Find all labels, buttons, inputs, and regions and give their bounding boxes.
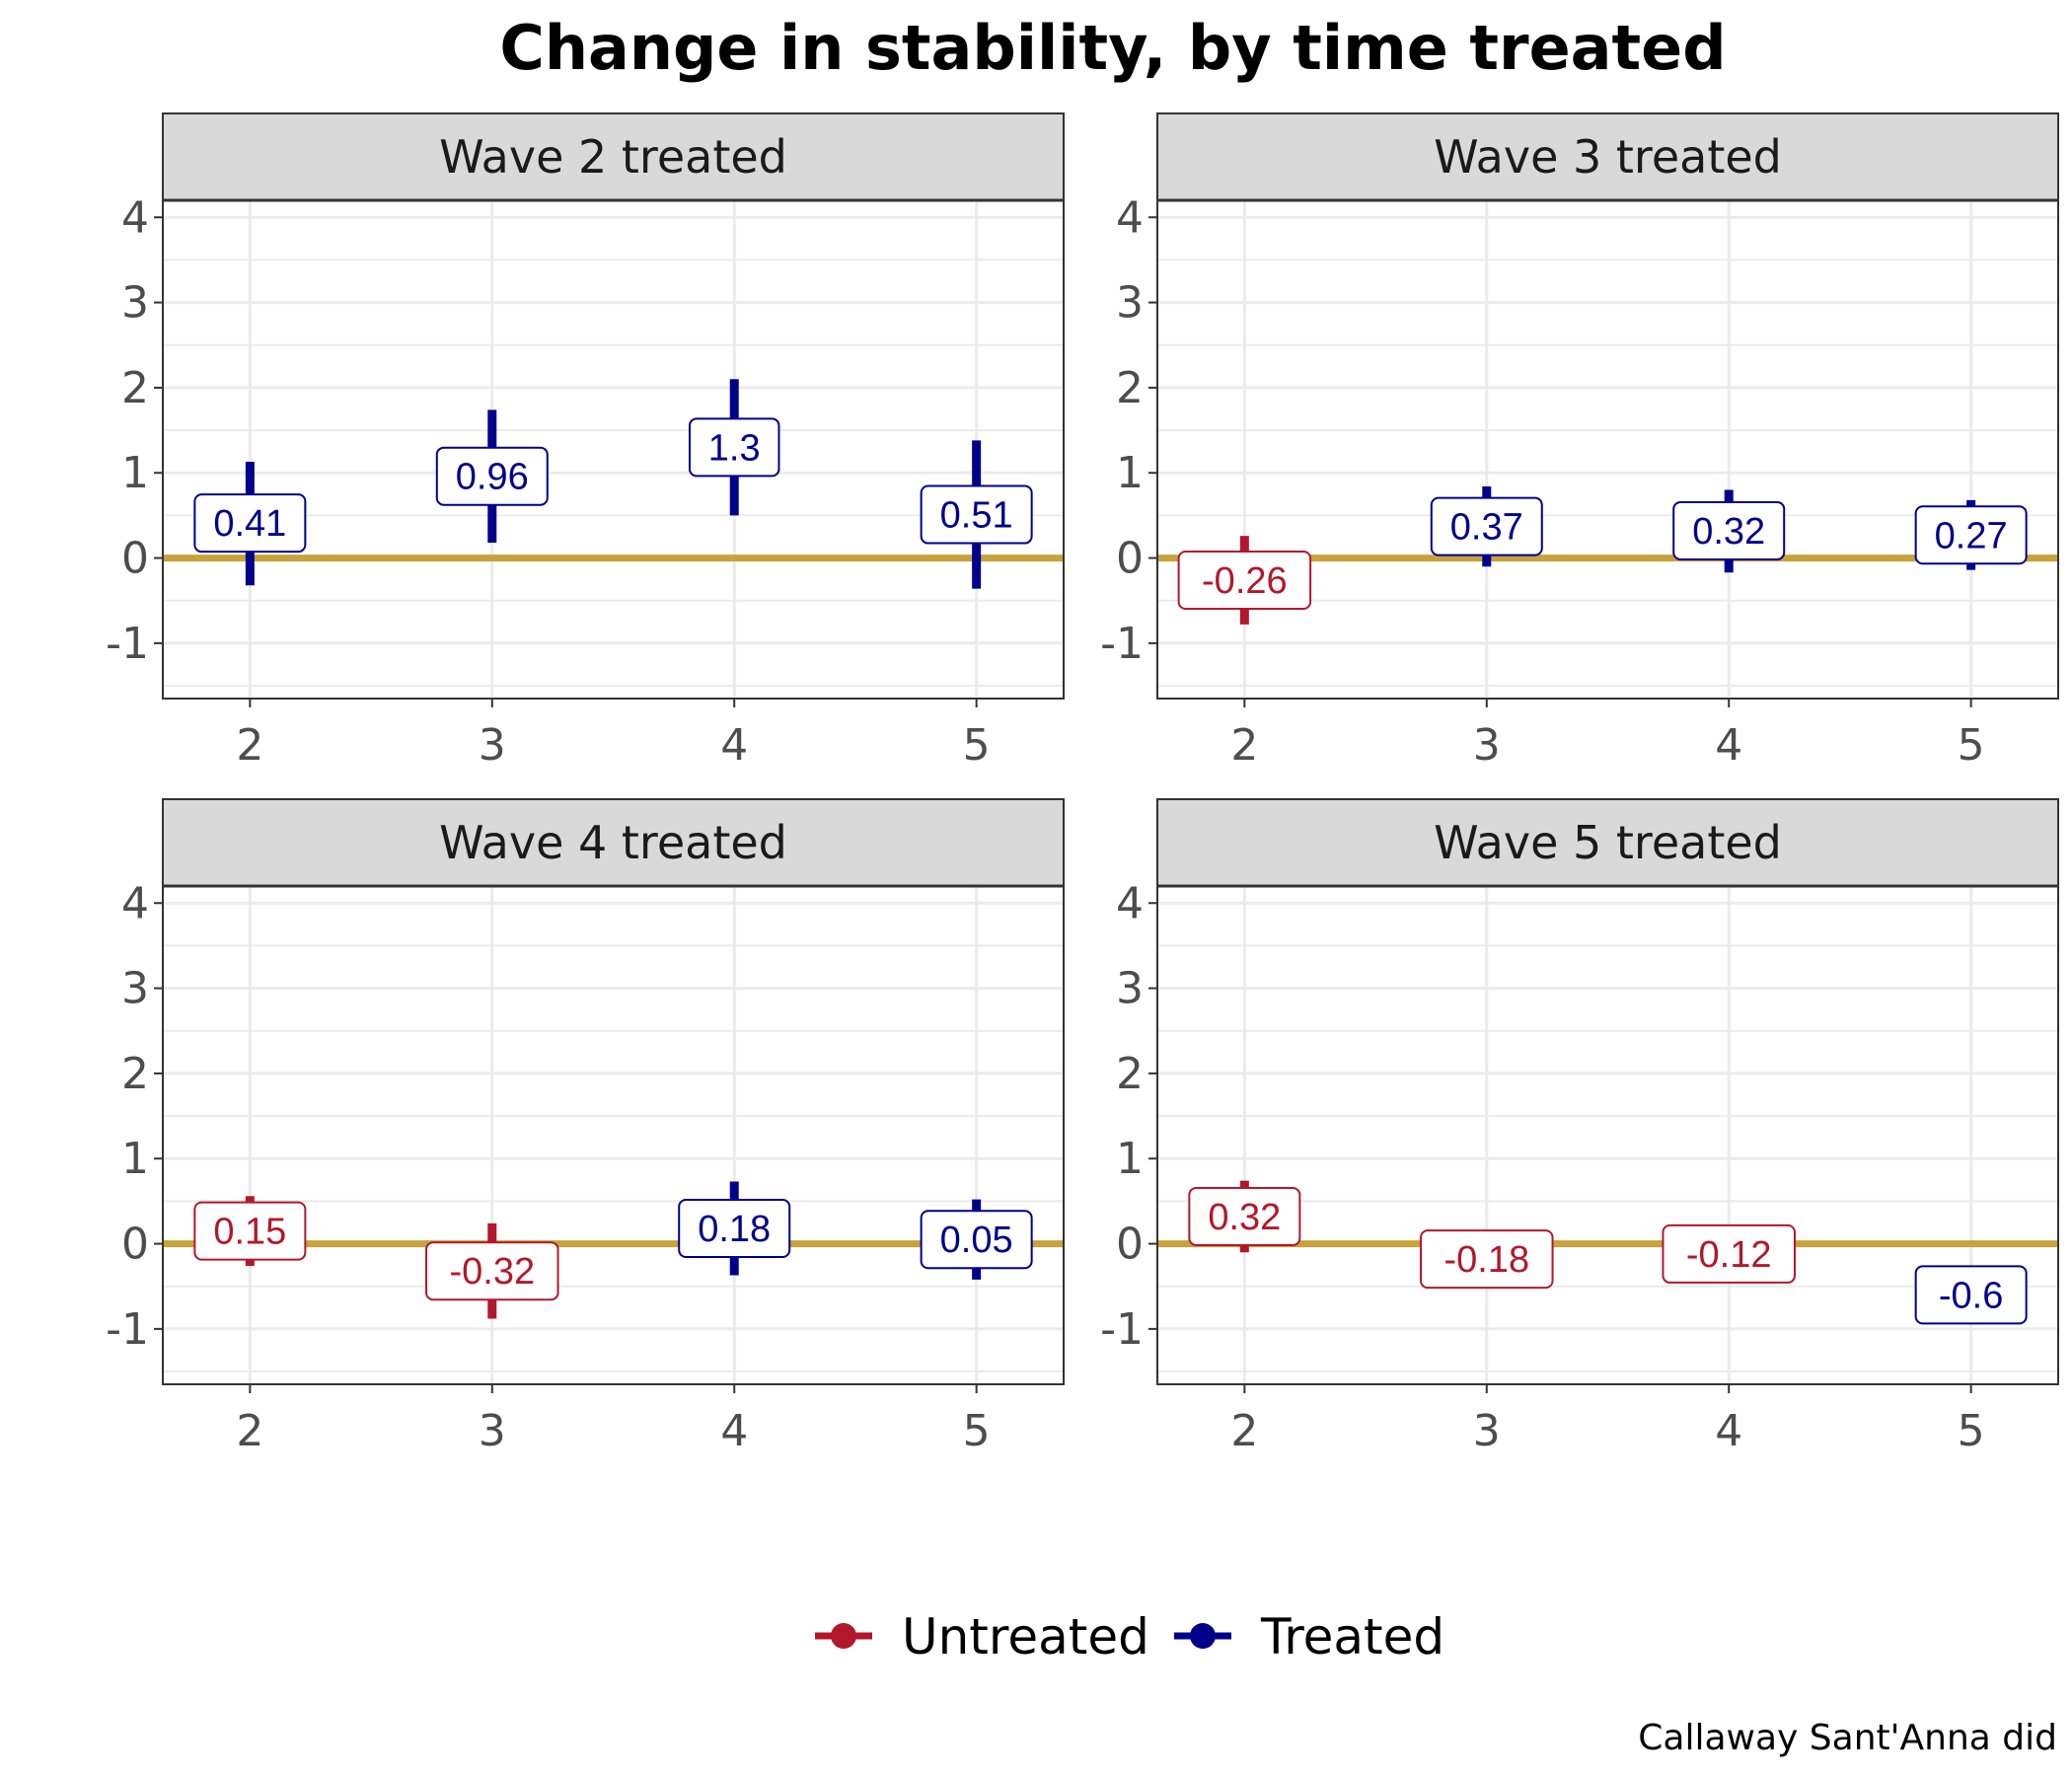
y-tick-label: -1 [106,619,149,669]
data-label: 0.27 [1935,515,2008,556]
panel-background [163,886,1064,1384]
data-label-box [435,446,549,506]
strip-background [1156,112,2059,201]
y-tick-label: 4 [121,192,149,243]
legend: Untreated Treated [815,1608,1444,1665]
panel-background [1157,886,2058,1384]
legend-key-dot [831,1623,856,1649]
data-label-box [1188,1186,1301,1246]
x-tick-label: 2 [236,720,263,771]
data-label-box [1420,1229,1554,1290]
y-tick-label: 1 [1116,1134,1144,1184]
y-tick-label: 0 [1116,1220,1144,1270]
strip-label: Wave 4 treated [439,816,787,869]
x-tick-label: 5 [1958,1406,1985,1456]
data-label-box [1914,1265,2028,1325]
y-tick-label: 1 [121,448,149,498]
data-label-box [193,493,307,554]
data-label: 0.15 [213,1212,286,1253]
data-label: 0.37 [1450,507,1523,549]
x-tick-label: 5 [963,720,991,771]
data-label: -0.26 [1202,560,1288,602]
y-tick-label: 3 [1116,278,1144,329]
data-label-box [920,1210,1033,1270]
y-tick-label: 4 [1116,878,1144,928]
strip-label: Wave 3 treated [1434,130,1782,184]
data-label: 0.51 [940,495,1013,537]
y-tick-label: 2 [121,1049,149,1099]
data-label: 0.05 [940,1220,1013,1261]
legend-label: Treated [1260,1608,1444,1665]
data-label: -0.12 [1686,1234,1772,1276]
data-label: -0.6 [1939,1275,2003,1316]
data-label-box [920,484,1033,545]
data-label-box [688,417,780,478]
y-tick-label: 0 [121,534,149,584]
data-label: -0.32 [449,1251,535,1293]
y-tick-label: 1 [121,1134,149,1184]
data-label-box [1662,1223,1796,1284]
y-tick-label: 4 [1116,192,1144,243]
panel-background [163,200,1064,699]
chart-caption: Callaway Sant'Anna did [1638,1718,2057,1758]
y-tick-label: 2 [1116,1049,1144,1099]
y-tick-label: 3 [121,278,149,329]
panel-background [1157,200,2058,699]
x-tick-label: 2 [1230,1406,1258,1456]
data-label: 0.32 [1692,511,1765,553]
y-tick-label: -1 [1100,1304,1144,1355]
data-label-box [1430,496,1543,556]
y-tick-label: 0 [1116,534,1144,584]
chart-title: Change in stability, by time treated [499,12,1726,84]
facet-panel: 0.32 -0.18 -0.12 -0.6 Wave 5 treated -1 0 1 2 3 4 2… [1100,798,2059,1456]
data-label: 0.41 [213,503,286,545]
facet-panel: 0.41 0.96 1.3 0.51 Wave 2 treated -1 0 1 2 3 4 2 3 4 5 [106,112,1065,771]
data-label-box [193,1201,307,1261]
data-label: 1.3 [708,427,761,469]
data-label-box [678,1199,791,1259]
x-tick-label: 5 [1958,720,1985,771]
y-tick-label: 1 [1116,448,1144,498]
strip-background [1156,798,2059,887]
y-tick-label: 3 [121,964,149,1014]
legend-key-dot [1190,1623,1216,1649]
y-tick-label: -1 [1100,619,1144,669]
y-tick-label: -1 [106,1304,149,1355]
data-label: -0.18 [1443,1239,1529,1281]
x-tick-label: 2 [1230,720,1258,771]
strip-background [162,798,1065,887]
data-label: 0.18 [698,1209,771,1250]
x-tick-label: 5 [963,1406,991,1456]
x-tick-label: 2 [236,1406,263,1456]
data-label: 0.96 [456,457,529,498]
x-tick-label: 4 [1715,1406,1742,1456]
strip-label: Wave 5 treated [1434,816,1782,869]
legend-label: Untreated [902,1608,1149,1665]
y-tick-label: 3 [1116,964,1144,1014]
y-tick-label: 2 [121,363,149,413]
data-label-box [1177,551,1312,611]
data-label-box [425,1241,559,1301]
x-tick-label: 4 [1715,720,1742,771]
facet-panels: 0.41 0.96 1.3 0.51 Wave 2 treated -1 0 1 2 3 4 2 3 4 5… [106,112,2059,1456]
strip-label: Wave 2 treated [439,130,787,184]
strip-background [162,112,1065,201]
data-label-box [1672,500,1786,560]
data-label-box [1914,505,2028,565]
y-tick-label: 2 [1116,363,1144,413]
x-tick-label: 4 [720,1406,748,1456]
y-tick-label: 4 [121,878,149,928]
x-tick-label: 3 [1473,720,1501,771]
x-tick-label: 3 [479,720,506,771]
facet-panel: -0.26 0.37 0.32 0.27 Wave 3 treated -1 0 1 2 3 4 2 3… [1100,112,2059,771]
y-tick-label: 0 [121,1220,149,1270]
x-tick-label: 3 [1473,1406,1501,1456]
facet-panel: 0.15 -0.32 0.18 0.05 Wave 4 treated -1 0 1 2 3 4 2 3… [106,798,1065,1456]
x-tick-label: 4 [720,720,748,771]
data-label: 0.32 [1208,1197,1281,1238]
x-tick-label: 3 [479,1406,506,1456]
